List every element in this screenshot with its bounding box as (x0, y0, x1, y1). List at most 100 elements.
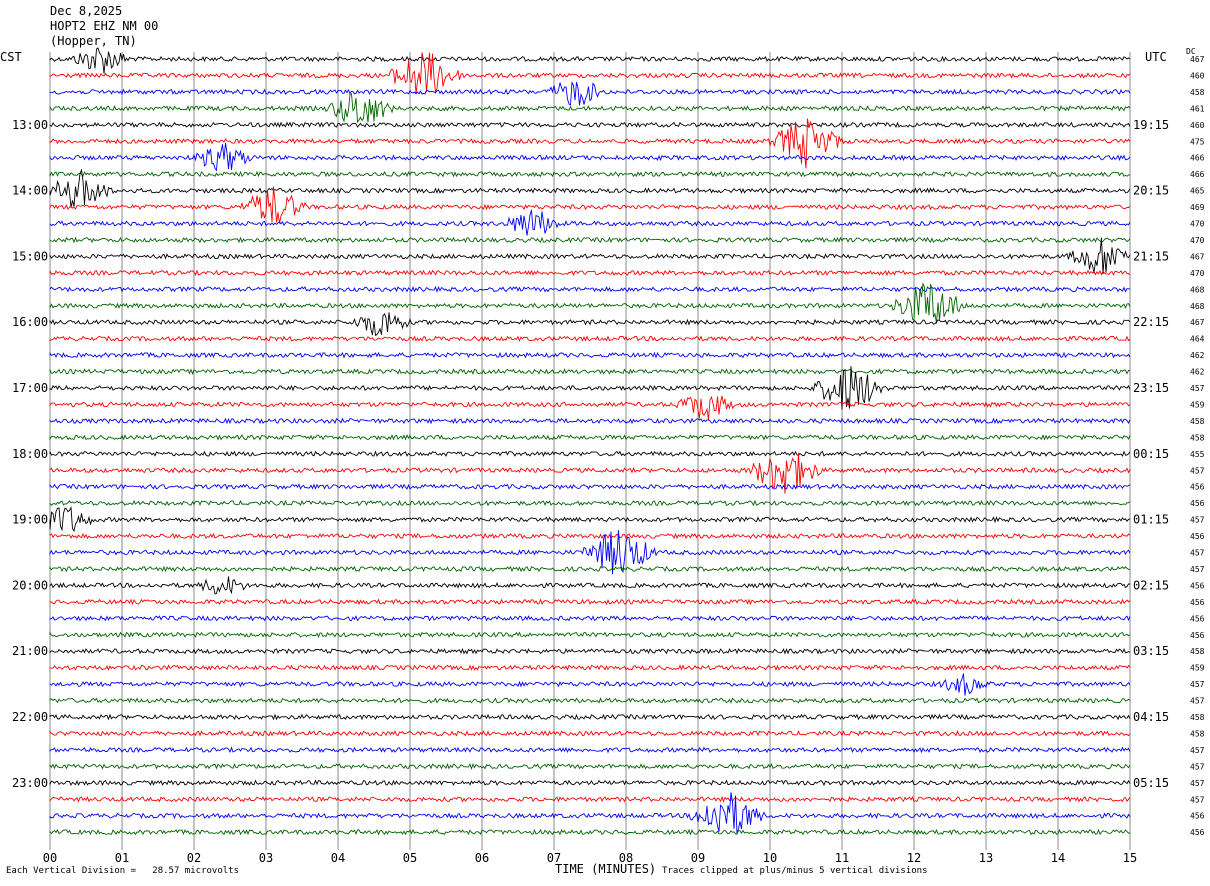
dc-offset-value: 456 (1190, 812, 1205, 821)
dc-offset-value: 457 (1190, 549, 1205, 558)
dc-offset-value: 457 (1190, 795, 1205, 804)
dc-offset-value: 456 (1190, 483, 1205, 492)
dc-offset-value: 461 (1190, 104, 1205, 113)
dc-offset-value: 459 (1190, 400, 1205, 409)
right-hour-label: 22:15 (1133, 315, 1169, 329)
right-hour-label: 02:15 (1133, 578, 1169, 592)
seismic-trace (49, 186, 1131, 224)
x-tick-label: 04 (331, 851, 345, 865)
location-label: (Hopper, TN) (50, 34, 137, 48)
dc-offset-value: 467 (1190, 318, 1205, 327)
left-hour-label: 16:00 (12, 315, 48, 329)
right-hour-label: 05:15 (1133, 776, 1169, 790)
x-tick-label: 01 (115, 851, 129, 865)
dc-offset-value: 460 (1190, 71, 1205, 80)
seismic-trace (49, 746, 1131, 754)
right-hour-label: 21:15 (1133, 249, 1169, 263)
dc-offset-value: 456 (1190, 614, 1205, 623)
seismic-trace (49, 282, 1131, 324)
seismic-trace (49, 351, 1131, 359)
x-tick-label: 14 (1051, 851, 1065, 865)
seismic-trace (49, 52, 1131, 94)
seismic-trace (49, 417, 1131, 425)
seismic-trace (49, 335, 1131, 343)
dc-offset-value: 465 (1190, 187, 1205, 196)
dc-offset-value: 466 (1190, 170, 1205, 179)
seismic-trace (49, 395, 1131, 421)
dc-offset-value: 457 (1190, 384, 1205, 393)
seismic-trace (49, 673, 1131, 696)
dc-offset-value: 457 (1190, 746, 1205, 755)
x-tick-label: 12 (907, 851, 921, 865)
seismic-trace (49, 80, 1131, 106)
seismic-trace (49, 483, 1131, 490)
seismic-trace (49, 236, 1131, 244)
right-timezone-label: UTC (1145, 50, 1167, 64)
dc-offset-value: 455 (1190, 450, 1205, 459)
seismic-trace (49, 118, 1131, 169)
seismic-trace (49, 285, 1131, 293)
dc-offset-value: 468 (1190, 302, 1205, 311)
x-tick-label: 08 (619, 851, 633, 865)
dc-offset-value: 460 (1190, 121, 1205, 130)
seismic-trace (49, 598, 1131, 606)
station-label: HOPT2 EHZ NM 00 (50, 19, 159, 33)
x-tick-label: 02 (187, 851, 201, 865)
dc-offset-value: 458 (1190, 433, 1205, 442)
seismic-trace (49, 366, 1131, 410)
dc-offset-value: 462 (1190, 351, 1205, 360)
dc-offset-value: 458 (1190, 88, 1205, 97)
seismic-trace (49, 664, 1131, 671)
dc-offset-value: 457 (1190, 466, 1205, 475)
seismic-trace (49, 762, 1131, 770)
seismic-trace (49, 697, 1131, 704)
x-tick-label: 03 (259, 851, 273, 865)
seismic-trace (49, 368, 1131, 375)
x-tick-label: 11 (835, 851, 849, 865)
dc-offset-value: 464 (1190, 335, 1205, 344)
left-hour-label: 19:00 (12, 513, 48, 527)
dc-offset-value: 457 (1190, 779, 1205, 788)
right-hour-label: 23:15 (1133, 381, 1169, 395)
x-tick-label: 06 (475, 851, 489, 865)
seismic-trace (49, 730, 1131, 737)
x-tick-label: 13 (979, 851, 993, 865)
dc-offset-value: 467 (1190, 252, 1205, 261)
dc-offset-value: 459 (1190, 664, 1205, 673)
seismic-trace (49, 142, 1131, 172)
dc-offset-value: 469 (1190, 203, 1205, 212)
x-tick-label: 07 (547, 851, 561, 865)
x-axis-title: TIME (MINUTES) (555, 862, 657, 876)
dc-offset-value: 468 (1190, 285, 1205, 294)
x-tick-label: 10 (763, 851, 777, 865)
x-tick-label: 05 (403, 851, 417, 865)
right-hour-label: 04:15 (1133, 710, 1169, 724)
seismic-trace (49, 647, 1131, 655)
dc-offset-value: 470 (1190, 269, 1205, 278)
plot-date: Dec 8,2025 (50, 4, 123, 18)
seismic-trace (49, 565, 1131, 573)
right-hour-label: 03:15 (1133, 644, 1169, 658)
dc-offset-value: 457 (1190, 565, 1205, 574)
right-hour-label: 19:15 (1133, 118, 1169, 132)
seismic-trace (49, 615, 1131, 622)
x-tick-label: 00 (43, 851, 57, 865)
dc-offset-value: 457 (1190, 516, 1205, 525)
seismic-trace (49, 168, 1131, 208)
dc-offset-value: 457 (1190, 697, 1205, 706)
left-hour-label: 18:00 (12, 447, 48, 461)
left-hour-label: 21:00 (12, 644, 48, 658)
seismic-trace (49, 121, 1131, 129)
seismic-trace (49, 452, 1131, 494)
dc-offset-value: 458 (1190, 647, 1205, 656)
seismic-trace (49, 506, 1131, 533)
seismic-trace (49, 499, 1131, 507)
left-timezone-label: CST (0, 50, 22, 64)
dc-offset-value: 458 (1190, 713, 1205, 722)
dc-offset-value: 456 (1190, 631, 1205, 640)
left-hour-label: 15:00 (12, 249, 48, 263)
dc-offset-header: DC (1186, 47, 1196, 56)
dc-offset-value: 456 (1190, 581, 1205, 590)
dc-offset-value: 467 (1190, 55, 1205, 64)
